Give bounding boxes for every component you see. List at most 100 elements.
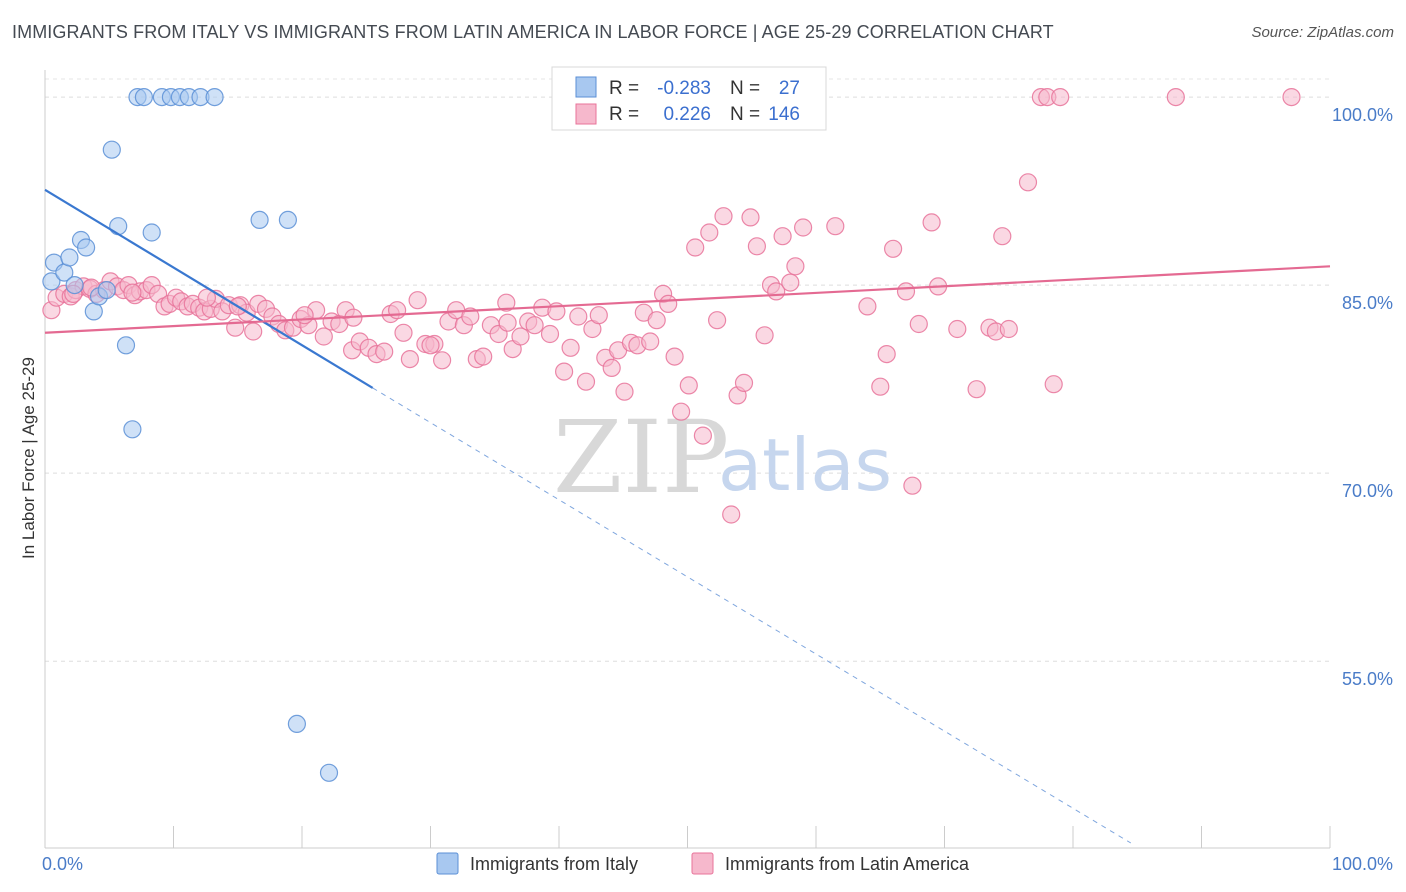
point-series0-15 bbox=[134, 87, 153, 107]
source-attribution: Source: ZipAtlas.com bbox=[1251, 24, 1394, 41]
legend-r-label-latin: R = bbox=[609, 104, 639, 125]
point-series1-33 bbox=[244, 322, 263, 341]
point-series1-136 bbox=[1282, 87, 1301, 107]
point-series0-13 bbox=[123, 420, 142, 439]
point-series1-134 bbox=[1051, 87, 1070, 107]
y-tick-label-0: 100.0% bbox=[1332, 105, 1393, 125]
point-series1-119 bbox=[896, 282, 916, 301]
point-series1-70 bbox=[511, 327, 530, 346]
point-series0-9 bbox=[97, 281, 116, 300]
point-series1-106 bbox=[755, 326, 774, 345]
point-series1-109 bbox=[773, 227, 792, 246]
point-series1-139 bbox=[123, 283, 142, 302]
point-series1-83 bbox=[602, 358, 621, 377]
point-series1-128 bbox=[993, 227, 1012, 246]
point-series1-94 bbox=[671, 402, 691, 421]
legend-swatch-italy bbox=[575, 76, 597, 98]
point-series0-25 bbox=[287, 714, 306, 734]
point-series1-111 bbox=[786, 257, 805, 276]
point-series1-115 bbox=[858, 297, 877, 316]
point-series1-104 bbox=[741, 208, 760, 227]
point-series1-110 bbox=[781, 273, 800, 292]
point-series1-74 bbox=[540, 324, 560, 344]
point-series1-55 bbox=[400, 350, 419, 369]
legend-n-value-latin: 146 bbox=[768, 104, 800, 125]
point-series1-145 bbox=[498, 313, 517, 332]
data-points bbox=[42, 87, 1301, 782]
point-series1-93 bbox=[665, 347, 684, 366]
x-tick-label-1: 100.0% bbox=[1332, 854, 1393, 874]
watermark-atlas: atlas bbox=[718, 423, 892, 507]
trend-lines bbox=[44, 188, 1331, 844]
point-series1-99 bbox=[707, 311, 727, 330]
point-series1-53 bbox=[388, 301, 407, 320]
point-series0-4 bbox=[65, 276, 84, 295]
point-series1-79 bbox=[576, 372, 596, 391]
point-series1-56 bbox=[408, 291, 427, 310]
point-series1-118 bbox=[883, 239, 903, 258]
x-tick-label-0: 0.0% bbox=[42, 854, 83, 874]
legend-r-value-italy: -0.283 bbox=[657, 78, 711, 99]
legend-n-label-latin: N = bbox=[730, 104, 760, 125]
legend-swatch-latin bbox=[575, 103, 597, 125]
point-series1-116 bbox=[871, 377, 890, 396]
legend-series: Immigrants from Italy Immigrants from La… bbox=[436, 852, 970, 875]
legend-swatch-bottom-italy bbox=[436, 852, 459, 875]
point-series1-51 bbox=[375, 342, 394, 361]
point-series1-65 bbox=[474, 347, 493, 366]
legend-n-value-italy: 27 bbox=[779, 78, 800, 99]
point-series0-12 bbox=[116, 336, 136, 355]
x-tick-labels: 0.0% 100.0% bbox=[42, 854, 1393, 874]
y-tick-label-2: 70.0% bbox=[1342, 481, 1393, 501]
point-series1-121 bbox=[909, 314, 928, 334]
point-series0-23 bbox=[250, 210, 269, 229]
point-series1-112 bbox=[793, 218, 813, 237]
point-series0-10 bbox=[102, 140, 121, 159]
trend-line-0 bbox=[44, 188, 374, 389]
y-tick-label-3: 55.0% bbox=[1342, 669, 1393, 689]
point-series1-96 bbox=[686, 238, 705, 257]
point-series1-76 bbox=[554, 362, 574, 381]
point-series1-133 bbox=[1044, 375, 1063, 394]
legend-r-label-italy: R = bbox=[609, 78, 639, 99]
point-series0-3 bbox=[60, 248, 79, 267]
grid bbox=[45, 78, 1330, 662]
point-series1-63 bbox=[461, 307, 480, 326]
point-series0-26 bbox=[319, 763, 339, 782]
trend-line-1 bbox=[44, 265, 1331, 334]
point-series1-129 bbox=[999, 319, 1018, 339]
point-series1-101 bbox=[722, 505, 741, 524]
point-series1-122 bbox=[922, 213, 941, 232]
point-series1-114 bbox=[826, 217, 845, 236]
point-series1-135 bbox=[1166, 87, 1185, 107]
point-series0-24 bbox=[278, 210, 297, 229]
point-series1-125 bbox=[967, 380, 986, 399]
point-series1-144 bbox=[421, 336, 440, 355]
point-series0-0 bbox=[42, 272, 61, 291]
trend-line-extension-0 bbox=[372, 387, 1132, 844]
point-series1-90 bbox=[647, 311, 666, 330]
watermark: ZIP atlas bbox=[553, 399, 892, 516]
point-series1-130 bbox=[1018, 173, 1038, 192]
point-series1-120 bbox=[903, 476, 922, 495]
legend-swatch-bottom-latin bbox=[691, 852, 714, 875]
watermark-zip: ZIP bbox=[553, 399, 729, 516]
point-series1-43 bbox=[314, 327, 333, 346]
point-series0-22 bbox=[205, 87, 224, 107]
y-tick-labels: 100.0% 85.0% 70.0% 55.0% bbox=[1332, 105, 1393, 689]
point-series1-92 bbox=[659, 294, 678, 313]
point-series0-11 bbox=[109, 217, 128, 236]
point-series1-54 bbox=[394, 323, 413, 342]
point-series1-100 bbox=[714, 207, 733, 226]
point-series1-105 bbox=[747, 237, 767, 256]
point-series1-78 bbox=[569, 307, 588, 326]
point-series1-140 bbox=[197, 288, 216, 307]
point-series1-77 bbox=[561, 338, 580, 357]
point-series0-16 bbox=[142, 223, 161, 242]
chart-title: IMMIGRANTS FROM ITALY VS IMMIGRANTS FROM… bbox=[12, 22, 1054, 42]
point-series1-97 bbox=[693, 426, 713, 445]
legend-label-italy: Immigrants from Italy bbox=[470, 854, 638, 874]
legend-label-latin: Immigrants from Latin America bbox=[725, 854, 970, 874]
legend-box bbox=[551, 66, 827, 131]
